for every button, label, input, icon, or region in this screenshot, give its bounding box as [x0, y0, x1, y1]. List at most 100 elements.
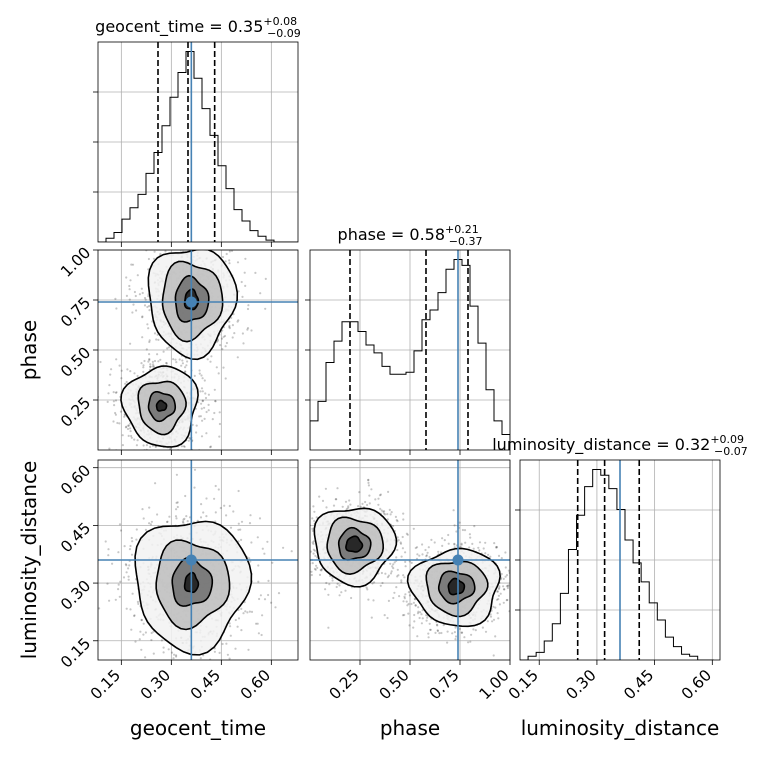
sample-point	[240, 629, 242, 631]
sample-point	[145, 631, 147, 633]
sample-point	[199, 369, 201, 371]
sample-point	[172, 657, 174, 659]
sample-point	[127, 567, 129, 569]
sample-point	[402, 574, 404, 576]
histogram-bar	[250, 231, 258, 242]
sample-point	[384, 573, 386, 575]
sample-point	[137, 375, 139, 377]
sample-point	[228, 262, 230, 264]
sample-point	[314, 555, 316, 557]
title-name: phase	[338, 225, 386, 244]
sample-point	[139, 638, 141, 640]
sample-point	[237, 261, 239, 263]
sample-point	[206, 243, 208, 245]
sample-point	[475, 629, 477, 631]
sample-point	[108, 600, 110, 602]
sample-point	[226, 342, 228, 344]
sample-point	[237, 319, 239, 321]
sample-point	[202, 400, 204, 402]
sample-point	[344, 590, 346, 592]
joint-content	[90, 208, 267, 474]
x-tick-label: 1.00	[476, 666, 513, 703]
y-tick-label: 0.15	[57, 634, 94, 671]
sample-point	[261, 614, 263, 616]
histogram-bar	[318, 401, 326, 450]
sample-point	[491, 620, 493, 622]
sample-point	[141, 288, 143, 290]
sample-point	[451, 632, 453, 634]
panel-title-phase: phase = 0.58+0.21 −0.37	[338, 223, 483, 248]
sample-point	[461, 544, 463, 546]
sample-point	[386, 513, 388, 515]
sample-point	[417, 611, 419, 613]
histogram-bar	[258, 236, 266, 242]
sample-point	[434, 632, 436, 634]
sample-point	[379, 508, 381, 510]
sample-point	[200, 403, 202, 405]
sample-point	[371, 617, 373, 619]
sample-point	[453, 509, 455, 511]
sample-point	[168, 516, 170, 518]
sample-point	[230, 527, 232, 529]
sample-point	[204, 392, 206, 394]
sample-point	[202, 245, 204, 247]
sample-point	[123, 576, 125, 578]
sample-point	[313, 540, 315, 542]
sample-point	[467, 641, 469, 643]
sample-point	[434, 541, 436, 543]
sample-point	[389, 509, 391, 511]
sample-point	[194, 469, 196, 471]
sample-point	[202, 377, 204, 379]
sample-point	[113, 404, 115, 406]
histogram-bar	[536, 652, 544, 660]
histogram-bar	[114, 232, 122, 242]
sample-point	[179, 358, 181, 360]
x-axis-label-geocent_time: geocent_time	[130, 716, 266, 740]
sample-point	[141, 336, 143, 338]
sample-point	[129, 343, 131, 345]
sample-point	[479, 541, 481, 543]
sample-point	[150, 523, 152, 525]
sample-point	[139, 631, 141, 633]
sample-point	[225, 260, 227, 262]
x-tick-label: 0.60	[237, 666, 274, 703]
sample-point	[495, 546, 497, 548]
sample-point	[200, 415, 202, 417]
sample-point	[219, 652, 221, 654]
sample-point	[110, 368, 112, 370]
sample-point	[228, 326, 230, 328]
sample-point	[327, 594, 329, 596]
sample-point	[251, 611, 253, 613]
histogram-bar	[478, 343, 486, 450]
sample-point	[335, 498, 337, 500]
sample-point	[129, 545, 131, 547]
sample-point	[184, 495, 186, 497]
x-tick-label: 0.15	[505, 666, 542, 703]
sample-point	[223, 505, 225, 507]
sample-point	[154, 471, 156, 473]
sample-point	[447, 534, 449, 536]
sample-point	[201, 387, 203, 389]
sample-point	[322, 500, 324, 502]
sample-point	[417, 606, 419, 608]
sample-point	[143, 360, 145, 362]
sample-point	[337, 583, 339, 585]
sample-point	[149, 366, 151, 368]
sample-point	[302, 500, 304, 502]
sample-point	[247, 304, 249, 306]
histogram-bar	[649, 603, 657, 660]
sample-point	[498, 595, 500, 597]
sample-point	[453, 543, 455, 545]
sample-point	[164, 455, 166, 457]
sample-point	[148, 341, 150, 343]
histogram-bar	[568, 550, 576, 660]
sample-point	[377, 504, 379, 506]
sample-point	[260, 594, 262, 596]
sample-point	[367, 599, 369, 601]
sample-point	[130, 629, 132, 631]
sample-point	[199, 390, 201, 392]
x-tick-label: 0.45	[620, 666, 657, 703]
sample-point	[369, 502, 371, 504]
sample-point	[128, 425, 130, 427]
y-tick-label: 0.60	[57, 461, 94, 498]
